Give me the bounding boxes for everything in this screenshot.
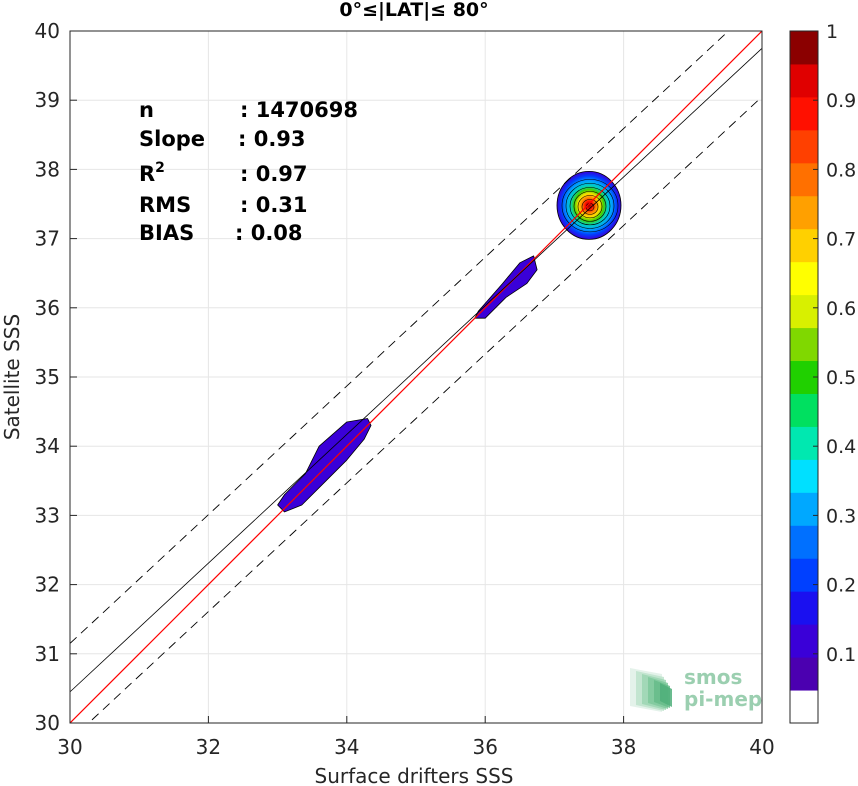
colorbar-segment (790, 459, 818, 493)
x-axis: 30 32 34 36 38 40 (57, 716, 775, 759)
colorbar-segment (790, 591, 818, 625)
y-tick-label: 32 (35, 573, 60, 597)
colorbar-segment (790, 426, 818, 460)
peak-contour-line (573, 191, 607, 222)
colorbar: 0.1 0.2 0.3 0.4 0.5 0.6 0.7 0.8 0.9 1 (789, 21, 856, 724)
stat-label: n (139, 98, 154, 122)
colorbar-tick-label: 0.9 (826, 90, 856, 112)
x-tick-label: 30 (57, 735, 82, 759)
y-axis: 30 31 32 33 34 35 36 37 38 39 40 (35, 19, 77, 735)
colorbar-tick-label: 0.3 (826, 505, 856, 527)
y-tick-label: 40 (35, 19, 60, 43)
colorbar-tick-label: 0.7 (826, 229, 856, 251)
stat-label: BIAS (139, 221, 194, 245)
colorbar-tick-label: 0.6 (826, 298, 856, 320)
logo-stripe (660, 683, 672, 707)
peak-contour-line (577, 195, 603, 219)
colorbar-segment (790, 657, 818, 691)
x-axis-label: Surface drifters SSS (315, 764, 514, 786)
colorbar-tick-label: 0.8 (826, 159, 856, 181)
colorbar-segment (790, 492, 818, 526)
chart-title: 0°≤|LAT|≤ 80° (339, 0, 488, 21)
lower-bound-line (87, 96, 762, 723)
x-tick-label: 38 (611, 735, 636, 759)
y-axis-label: Satellite SSS (0, 314, 24, 440)
y-tick-label: 33 (35, 503, 60, 527)
y-tick-label: 30 (35, 711, 60, 735)
x-tick-label: 40 (749, 735, 774, 759)
x-tick-label: 34 (334, 735, 359, 759)
colorbar-segment (790, 96, 818, 131)
stat-label: RMS (139, 193, 191, 217)
colorbar-segment (790, 63, 818, 98)
regression-line (70, 48, 762, 693)
stat-value: : 1470698 (240, 98, 358, 122)
stat-value: : 0.31 (240, 193, 308, 217)
x-tick-label: 32 (196, 735, 221, 759)
peak-contour-line (561, 179, 619, 233)
colorbar-segment (790, 162, 818, 197)
reference-lines (70, 31, 762, 723)
upper-bound-line (70, 31, 730, 644)
colorbar-tick-label: 0.1 (826, 644, 856, 666)
colorbar-tick-label: 0.5 (826, 367, 856, 389)
colorbar-segment (790, 690, 818, 724)
colorbar-segment (790, 195, 818, 230)
one-to-one-line (70, 31, 762, 723)
peak-contour-line (581, 199, 599, 215)
colorbar-segment (790, 558, 818, 592)
colorbar-tick-label: 0.2 (826, 575, 856, 597)
colorbar-segment (790, 129, 818, 164)
peak-contour-line (569, 187, 611, 226)
colorbar-segment (790, 624, 818, 658)
stat-value: : 0.97 (240, 162, 308, 186)
colorbar-segment (790, 294, 818, 329)
colorbar-segment (790, 327, 818, 362)
colorbar-segment (790, 261, 818, 296)
y-tick-label: 35 (35, 365, 60, 389)
y-tick-label: 31 (35, 642, 60, 666)
stat-label: Slope (139, 127, 205, 151)
colorbar-segment (790, 31, 818, 65)
colorbar-segment (790, 228, 818, 263)
colorbar-segment (790, 393, 818, 427)
stat-value: : 0.93 (238, 127, 306, 151)
x-tick-label: 36 (472, 735, 497, 759)
density-contours (277, 170, 622, 513)
colorbar-tick-label: 0.4 (826, 436, 856, 458)
logo-text-pimep: pi-mep (684, 687, 762, 711)
stat-value: : 0.08 (235, 221, 303, 245)
stats-box: n : 1470698 Slope : 0.93 R2 : 0.97 RMS : 0.31 BI… (139, 98, 358, 245)
colorbar-tick-label: 1 (826, 21, 838, 43)
y-tick-label: 38 (35, 157, 60, 181)
plot-area (70, 31, 762, 723)
y-tick-label: 37 (35, 227, 60, 251)
low-salinity-cluster (277, 418, 372, 513)
y-tick-label: 36 (35, 296, 60, 320)
stat-label: R2 (139, 160, 165, 186)
peak-contour-line (565, 183, 615, 229)
y-tick-label: 34 (35, 434, 60, 458)
colorbar-segment (790, 525, 818, 559)
logo-text-smos: smos (684, 665, 742, 689)
y-tick-label: 39 (35, 88, 60, 112)
